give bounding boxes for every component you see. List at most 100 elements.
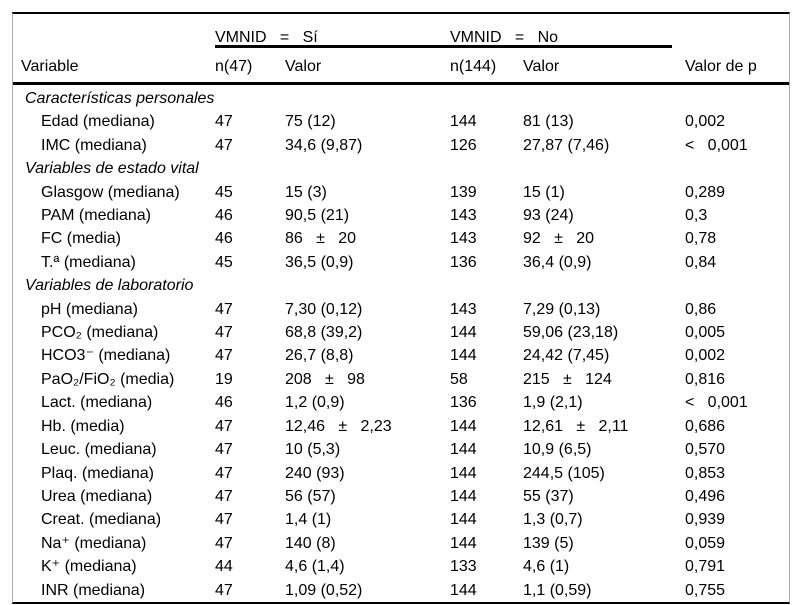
cell-valor-si: 12,46 ± 2,23 bbox=[285, 417, 392, 435]
group-header-vmnid-si: VMNID = Sí bbox=[215, 29, 318, 46]
group-header-underline bbox=[215, 45, 672, 48]
cell-p-value: 0,686 bbox=[685, 417, 726, 435]
column-header-p: Valor de p bbox=[685, 54, 789, 85]
cell-p-value: 0,791 bbox=[685, 558, 726, 576]
section-row: Variables de estado vital bbox=[13, 157, 789, 180]
cell-n-si: 47 bbox=[215, 511, 233, 529]
table-row: Urea (mediana) 47 56 (57) 144 55 (37) 0,496 bbox=[13, 485, 789, 508]
cell-valor-no: 55 (37) bbox=[523, 487, 574, 505]
cell-valor-si: 68,8 (39,2) bbox=[285, 324, 363, 342]
cell-p-value: 0,86 bbox=[685, 300, 717, 318]
cell-valor-no: 59,06 (23,18) bbox=[523, 324, 619, 342]
cell-valor-si: 240 (93) bbox=[285, 464, 345, 482]
column-header-n-no: n(144) bbox=[450, 54, 523, 85]
cell-n-no: 58 bbox=[450, 370, 468, 388]
table-body: Características personales Edad (mediana)… bbox=[13, 84, 789, 602]
cell-variable: Hb. (media) bbox=[41, 417, 125, 435]
cell-n-no: 144 bbox=[450, 441, 477, 459]
section-row: Variables de laboratorio bbox=[13, 274, 789, 297]
cell-n-no: 144 bbox=[450, 487, 477, 505]
cell-p-value: 0,570 bbox=[685, 441, 726, 459]
section-label: Características personales bbox=[25, 90, 215, 107]
section-row: Características personales bbox=[13, 84, 789, 111]
table-row: pH (mediana) 47 7,30 (0,12) 143 7,29 (0,13) 0… bbox=[13, 298, 789, 321]
cell-p-value: 0,78 bbox=[685, 230, 717, 248]
cell-valor-si: 1,2 (0,9) bbox=[285, 394, 345, 412]
cell-p-value: 0,3 bbox=[685, 207, 708, 225]
cell-n-si: 47 bbox=[215, 441, 233, 459]
cell-n-no: 143 bbox=[450, 230, 477, 248]
section-label: Variables de laboratorio bbox=[25, 277, 194, 295]
cell-n-no: 144 bbox=[450, 347, 477, 365]
cell-n-si: 45 bbox=[215, 183, 233, 201]
cell-valor-si: 86 ± 20 bbox=[285, 230, 357, 248]
table-row: Glasgow (mediana) 45 15 (3) 139 15 (1) 0,289 bbox=[13, 181, 789, 204]
cell-variable: Plaq. (mediana) bbox=[41, 464, 154, 482]
cell-n-si: 47 bbox=[215, 487, 233, 505]
cell-p-value: 0,939 bbox=[685, 511, 726, 529]
table-row: Creat. (mediana) 47 1,4 (1) 144 1,3 (0,7) 0,9… bbox=[13, 508, 789, 531]
cell-valor-no: 27,87 (7,46) bbox=[523, 136, 610, 154]
cell-valor-si: 1,09 (0,52) bbox=[285, 581, 363, 599]
cell-n-no: 144 bbox=[450, 324, 477, 342]
cell-valor-no: 92 ± 20 bbox=[523, 230, 595, 248]
cell-valor-si: 90,5 (21) bbox=[285, 207, 350, 225]
cell-variable: PCO₂ (mediana) bbox=[41, 324, 159, 342]
cell-variable: IMC (mediana) bbox=[41, 136, 147, 154]
cell-p-value: 0,496 bbox=[685, 487, 726, 505]
table-row: Edad (mediana) 47 75 (12) 144 81 (13) 0,002 bbox=[13, 110, 789, 133]
cell-p-value: 0,84 bbox=[685, 253, 717, 271]
group-header-vmnid-no: VMNID = No bbox=[450, 29, 559, 46]
cell-n-no: 144 bbox=[450, 534, 477, 552]
cell-n-si: 47 bbox=[215, 534, 233, 552]
column-header-variable: Variable bbox=[13, 54, 215, 85]
cell-valor-no: 1,9 (2,1) bbox=[523, 394, 583, 412]
table-row: Leuc. (mediana) 47 10 (5,3) 144 10,9 (6,5) 0,… bbox=[13, 438, 789, 461]
group-header-row: VMNID = Sí VMNID = No bbox=[13, 14, 789, 54]
cell-valor-no: 15 (1) bbox=[523, 183, 565, 201]
table-row: INR (mediana) 47 1,09 (0,52) 144 1,1 (0,59) 0… bbox=[13, 579, 789, 602]
cell-n-si: 19 bbox=[215, 370, 233, 388]
table-row: PAM (mediana) 46 90,5 (21) 143 93 (24) 0,3 bbox=[13, 204, 789, 227]
cell-n-si: 46 bbox=[215, 230, 233, 248]
cell-valor-no: 10,9 (6,5) bbox=[523, 441, 592, 459]
cell-n-no: 133 bbox=[450, 558, 477, 576]
cell-n-no: 144 bbox=[450, 464, 477, 482]
cell-variable: Na⁺ (mediana) bbox=[41, 534, 147, 552]
stats-table-container: VMNID = Sí VMNID = No Variable n(47) Val… bbox=[12, 12, 790, 604]
cell-valor-si: 208 ± 98 bbox=[285, 370, 365, 388]
cell-valor-si: 7,30 (0,12) bbox=[285, 300, 363, 318]
cell-valor-no: 4,6 (1) bbox=[523, 558, 570, 576]
cell-valor-no: 81 (13) bbox=[523, 113, 574, 131]
cell-valor-no: 215 ± 124 bbox=[523, 370, 612, 388]
cell-n-no: 143 bbox=[450, 300, 477, 318]
cell-n-si: 47 bbox=[215, 464, 233, 482]
cell-valor-si: 1,4 (1) bbox=[285, 511, 332, 529]
cell-variable: Edad (mediana) bbox=[41, 113, 155, 131]
column-header-row: Variable n(47) Valor n(144) Valor Valor … bbox=[13, 54, 789, 85]
cell-variable: Lact. (mediana) bbox=[41, 394, 153, 412]
cell-n-si: 47 bbox=[215, 417, 233, 435]
cell-variable: PaO₂/FiO₂ (media) bbox=[41, 370, 175, 388]
cell-valor-no: 36,4 (0,9) bbox=[523, 253, 592, 271]
cell-valor-no: 93 (24) bbox=[523, 207, 574, 225]
table-row: Lact. (mediana) 46 1,2 (0,9) 136 1,9 (2,1) < … bbox=[13, 391, 789, 414]
cell-valor-no: 12,61 ± 2,11 bbox=[523, 417, 629, 435]
cell-n-si: 47 bbox=[215, 136, 233, 154]
cell-n-si: 47 bbox=[215, 347, 233, 365]
cell-valor-si: 56 (57) bbox=[285, 487, 336, 505]
column-header-valor-no: Valor bbox=[523, 54, 685, 85]
cell-p-value: 0,005 bbox=[685, 324, 726, 342]
cell-n-si: 47 bbox=[215, 581, 233, 599]
cell-variable: Urea (mediana) bbox=[41, 487, 153, 505]
cell-valor-no: 24,42 (7,45) bbox=[523, 347, 610, 365]
cell-valor-si: 4,6 (1,4) bbox=[285, 558, 345, 576]
cell-variable: FC (media) bbox=[41, 230, 122, 248]
cell-valor-si: 15 (3) bbox=[285, 183, 327, 201]
table-row: IMC (mediana) 47 34,6 (9,87) 126 27,87 (7,46… bbox=[13, 134, 789, 157]
table-row: Na⁺ (mediana) 47 140 (8) 144 139 (5) 0,059 bbox=[13, 532, 789, 555]
cell-p-value: < 0,001 bbox=[685, 136, 748, 154]
cell-n-si: 47 bbox=[215, 300, 233, 318]
cell-variable: HCO3⁻ (mediana) bbox=[41, 347, 171, 365]
table-row: PaO₂/FiO₂ (media) 19 208 ± 98 58 215 ± 124 0,… bbox=[13, 368, 789, 391]
